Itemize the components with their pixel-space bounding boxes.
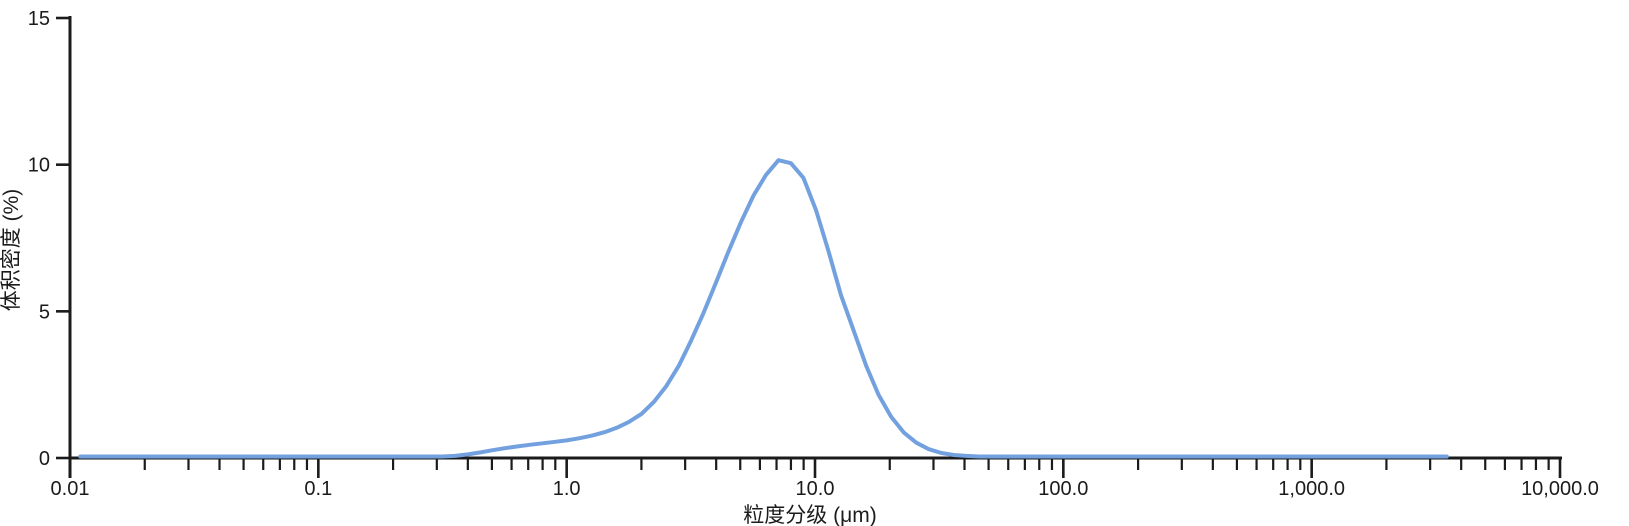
y-tick-label: 5 xyxy=(39,301,50,323)
x-tick-label: 1,000.0 xyxy=(1278,478,1345,500)
x-tick-label: 10,000.0 xyxy=(1521,478,1599,500)
y-tick-label: 0 xyxy=(39,448,50,470)
y-axis-title: 体积密度 (%) xyxy=(0,189,23,312)
x-axis-title: 粒度分级 (μm) xyxy=(743,504,876,526)
x-tick-label: 100.0 xyxy=(1038,478,1088,500)
x-tick-label: 10.0 xyxy=(796,478,835,500)
axes: 0 5 10 15 0.01 0.1 1.0 10.0 100.0 1,000.0 10,000.0 xyxy=(28,8,1599,500)
series-layer xyxy=(78,158,1449,459)
x-tick-label: 1.0 xyxy=(553,478,581,500)
x-tick-label: 0.1 xyxy=(304,478,332,500)
y-tick-label: 15 xyxy=(28,8,50,30)
volume-density-curve xyxy=(78,158,1449,459)
x-tick-label: 0.01 xyxy=(51,478,90,500)
y-tick-label: 10 xyxy=(28,155,50,177)
